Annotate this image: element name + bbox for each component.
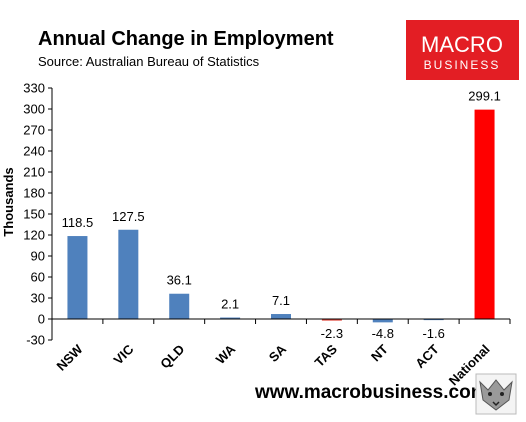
chart-title: Annual Change in Employment [38,28,334,50]
bar-nsw [67,236,88,319]
bar-qld [169,293,190,319]
y-tick-label: 120 [23,228,45,243]
y-tick-label: 240 [23,144,45,159]
logo-background [406,20,519,80]
y-tick-label: -30 [26,333,45,348]
category-label-act: ACT [412,341,442,371]
y-tick-label: 180 [23,186,45,201]
bar-nt [372,319,393,323]
category-label-sa: SA [266,341,290,365]
category-label-nt: NT [368,341,391,364]
y-axis-ticks: -30 0 30 60 90 120 150 180 210 240 270 300 330 [23,81,52,348]
bar-vic [118,229,139,319]
data-label-sa: 7.1 [272,293,290,308]
y-tick-label: 90 [31,249,45,264]
data-label-act: -1.6 [422,326,444,341]
bar-act [423,319,444,321]
category-label-wa: WA [213,341,239,367]
chart-subtitle: Source: Australian Bureau of Statistics [38,54,260,69]
data-label-vic: 127.5 [112,209,145,224]
macrobusiness-logo: MACRO BUSINESS [406,20,519,80]
data-labels-group: 118.5 127.5 36.1 2.1 7.1 -2.3 -4.8 -1.6 299.1 [62,89,501,341]
bar-sa [271,314,291,319]
y-tick-label: 300 [23,102,45,117]
wolf-logo [475,373,517,415]
bar-national [474,109,495,319]
y-tick-label: 330 [23,81,45,96]
data-label-tas: -2.3 [321,326,343,341]
website-url: www.macrobusiness.com.au [254,382,515,403]
y-tick-label: 60 [31,270,45,285]
bar-wa [220,317,241,319]
y-axis-label: Thousands [1,167,16,236]
axes-group [51,88,511,340]
bar-tas [321,319,342,321]
y-tick-label: 30 [31,291,45,306]
category-label-qld: QLD [157,342,187,372]
y-tick-label: 210 [23,165,45,180]
logo-line1: MACRO [421,32,503,57]
data-label-national: 299.1 [468,89,501,104]
y-tick-label: 0 [38,312,45,327]
data-label-nsw: 118.5 [62,215,94,230]
bars-group [67,109,495,323]
category-label-nsw: NSW [54,341,87,374]
logo-line2: BUSINESS [424,58,501,72]
category-label-tas: TAS [312,341,341,370]
data-label-wa: 2.1 [221,297,239,312]
data-label-qld: 36.1 [167,273,192,288]
y-tick-label: 270 [23,123,45,138]
category-label-vic: VIC [111,341,137,367]
y-tick-label: 150 [23,207,45,222]
data-label-nt: -4.8 [372,326,394,341]
